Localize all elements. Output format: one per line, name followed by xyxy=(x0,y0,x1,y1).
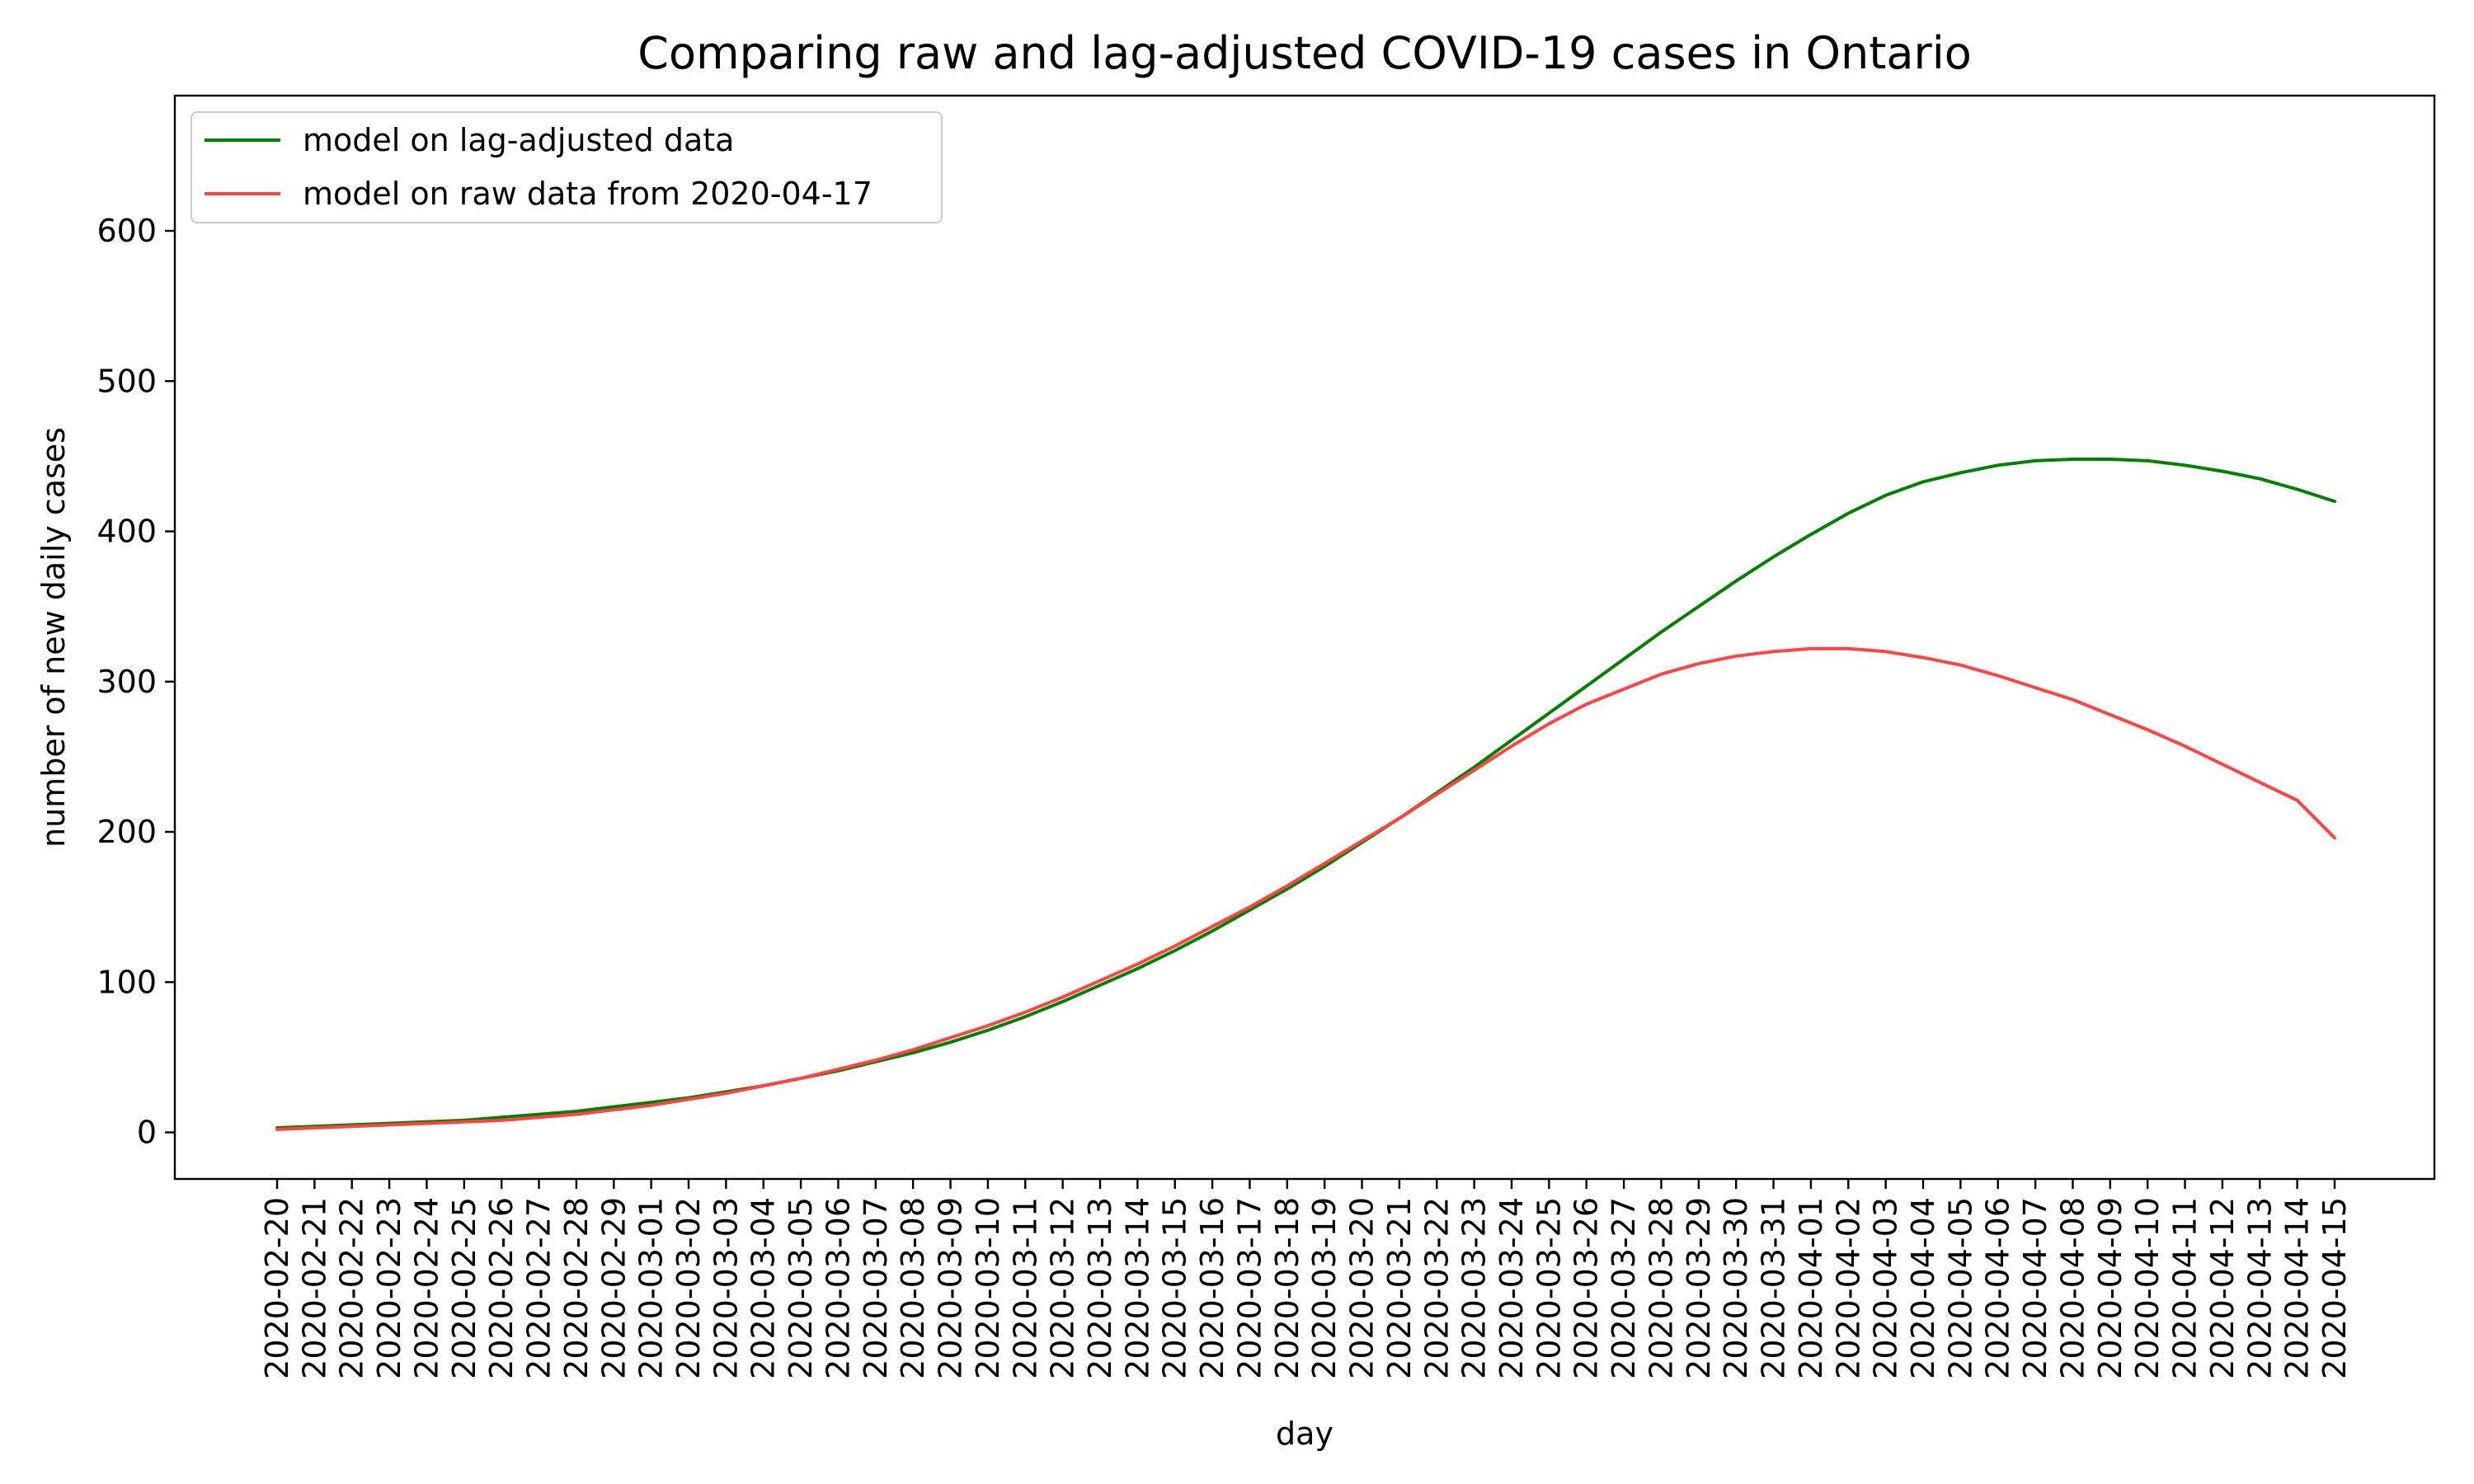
x-tick-label: 2020-03-01 xyxy=(633,1197,670,1379)
x-tick-label: 2020-03-27 xyxy=(1606,1197,1642,1379)
x-tick-label: 2020-03-24 xyxy=(1493,1197,1530,1379)
x-tick-label: 2020-02-21 xyxy=(296,1197,332,1379)
x-tick-label: 2020-04-10 xyxy=(2129,1197,2166,1379)
legend-label-lag-adjusted: model on lag-adjusted data xyxy=(303,122,734,158)
x-tick-label: 2020-04-01 xyxy=(1793,1197,1829,1379)
x-tick-label: 2020-03-02 xyxy=(670,1197,707,1379)
y-tick-label: 500 xyxy=(96,363,157,399)
x-tick-label: 2020-03-08 xyxy=(895,1197,931,1379)
series-layer xyxy=(275,458,2336,1131)
x-tick-label: 2020-03-26 xyxy=(1569,1197,1605,1379)
x-tick-label: 2020-04-03 xyxy=(1868,1197,1904,1379)
x-tick-label: 2020-03-10 xyxy=(970,1197,1006,1379)
x-tick-label: 2020-03-22 xyxy=(1418,1197,1455,1379)
x-tick-label: 2020-03-21 xyxy=(1381,1197,1418,1379)
x-tick-label: 2020-03-18 xyxy=(1269,1197,1305,1379)
x-tick-label: 2020-03-04 xyxy=(745,1197,782,1379)
x-tick-label: 2020-03-28 xyxy=(1644,1197,1680,1379)
x-tick-label: 2020-04-04 xyxy=(1905,1197,1941,1379)
x-tick-label: 2020-03-29 xyxy=(1681,1197,1717,1379)
x-tick-label: 2020-03-09 xyxy=(933,1197,969,1379)
legend-label-raw: model on raw data from 2020-04-17 xyxy=(303,176,872,212)
legend-box xyxy=(190,111,943,223)
y-tick-label: 600 xyxy=(96,213,157,249)
x-tick-label: 2020-02-26 xyxy=(483,1197,520,1379)
legend: model on lag-adjusted data model on raw … xyxy=(190,111,943,223)
x-tick-label: 2020-02-28 xyxy=(558,1197,595,1379)
x-tick-label: 2020-03-11 xyxy=(1007,1197,1043,1379)
x-tick-label: 2020-02-20 xyxy=(259,1197,295,1379)
x-tick-label: 2020-03-06 xyxy=(821,1197,857,1379)
x-tick-label: 2020-03-19 xyxy=(1306,1197,1343,1379)
x-tick-label: 2020-03-31 xyxy=(1756,1197,1792,1379)
x-tick-label: 2020-02-24 xyxy=(409,1197,445,1379)
y-tick-label: 0 xyxy=(137,1115,157,1151)
x-tick-label: 2020-03-13 xyxy=(1082,1197,1118,1379)
series-line-raw xyxy=(275,646,2336,1131)
plot-area xyxy=(173,94,2436,1181)
x-tick-label: 2020-03-16 xyxy=(1194,1197,1230,1379)
x-tick-label: 2020-04-02 xyxy=(1830,1197,1866,1379)
x-tick-label: 2020-04-08 xyxy=(2055,1197,2091,1379)
x-tick-label: 2020-04-14 xyxy=(2279,1197,2316,1379)
x-tick-label: 2020-03-25 xyxy=(1531,1197,1567,1379)
x-tick-label: 2020-02-25 xyxy=(446,1197,482,1379)
axes-frame xyxy=(173,94,2436,1181)
x-tick-label: 2020-02-29 xyxy=(595,1197,632,1379)
y-axis: 0 100 200 300 400 500 600 xyxy=(96,213,175,1151)
x-tick-label: 2020-03-20 xyxy=(1344,1197,1380,1379)
y-tick-label: 300 xyxy=(96,664,157,700)
x-tick-label: 2020-03-07 xyxy=(858,1197,894,1379)
chart-title: Comparing raw and lag-adjusted COVID-19 … xyxy=(637,27,1972,79)
x-tick-label: 2020-04-12 xyxy=(2204,1197,2241,1379)
x-tick-label: 2020-03-12 xyxy=(1045,1197,1081,1379)
x-tick-label: 2020-03-05 xyxy=(783,1197,819,1379)
x-tick-label: 2020-03-17 xyxy=(1232,1197,1268,1379)
y-axis-label: number of new daily cases xyxy=(35,427,72,848)
x-tick-label: 2020-03-15 xyxy=(1157,1197,1193,1379)
y-tick-label: 400 xyxy=(96,514,157,550)
y-tick-label: 200 xyxy=(96,814,157,850)
x-tick-label: 2020-02-23 xyxy=(371,1197,407,1379)
x-tick-label: 2020-03-03 xyxy=(708,1197,744,1379)
x-tick-label: 2020-03-23 xyxy=(1456,1197,1493,1379)
series-line-lag-adjusted xyxy=(275,458,2336,1129)
x-tick-label: 2020-04-13 xyxy=(2241,1197,2278,1379)
x-tick-label: 2020-03-30 xyxy=(1718,1197,1754,1379)
x-tick-label: 2020-04-07 xyxy=(2017,1197,2053,1379)
x-tick-label: 2020-02-22 xyxy=(334,1197,370,1379)
x-axis-label: day xyxy=(1276,1416,1333,1452)
x-tick-label: 2020-04-15 xyxy=(2316,1197,2353,1379)
y-tick-label: 100 xyxy=(96,964,157,1000)
x-tick-label: 2020-04-11 xyxy=(2167,1197,2204,1379)
x-tick-label: 2020-03-14 xyxy=(1119,1197,1155,1379)
x-tick-label: 2020-04-05 xyxy=(1942,1197,1978,1379)
x-tick-label: 2020-04-06 xyxy=(1980,1197,2016,1379)
x-tick-label: 2020-02-27 xyxy=(521,1197,557,1379)
x-axis: 2020-02-20 2020-02-21 2020-02-22 2020-02-23… xyxy=(259,1179,2353,1379)
x-tick-label: 2020-04-09 xyxy=(2092,1197,2128,1379)
